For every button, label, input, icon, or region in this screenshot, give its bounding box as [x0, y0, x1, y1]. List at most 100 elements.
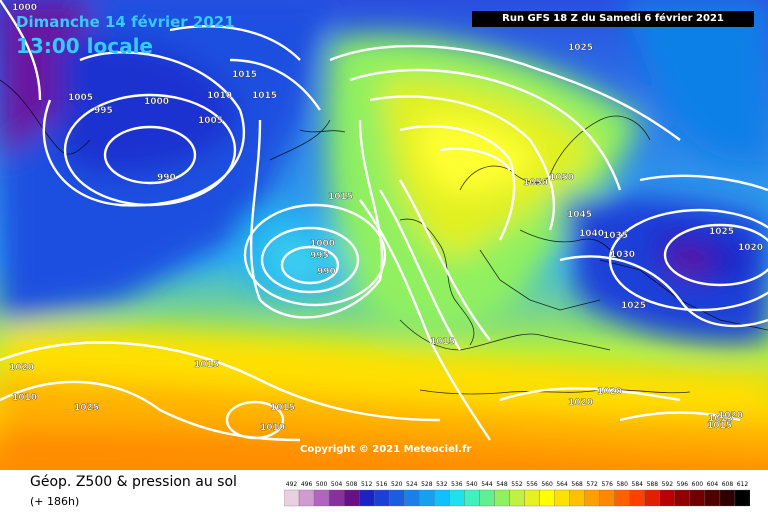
isobar-label: 1020 — [597, 387, 622, 397]
isobar-label: 1030 — [610, 250, 635, 260]
scale-swatch — [359, 489, 375, 507]
scale-swatch — [554, 489, 570, 507]
isobar-label: 1025 — [621, 301, 646, 311]
isobar-label: 990 — [317, 267, 336, 277]
scale-swatch — [629, 489, 645, 507]
scale-swatch — [689, 489, 706, 507]
scale-tick-label: 500 — [316, 481, 328, 488]
scale-swatch — [434, 489, 450, 507]
scale-swatch — [539, 489, 555, 507]
scale-swatch — [704, 489, 721, 507]
scale-tick-label: 600 — [692, 481, 704, 488]
isobar-label: 1015 — [708, 414, 733, 424]
scale-swatch — [614, 489, 630, 507]
scale-swatch — [719, 489, 736, 507]
isobar-label: 1015 — [194, 360, 219, 370]
isobar-label: 1020 — [9, 363, 34, 373]
scale-swatch — [313, 489, 330, 507]
copyright-watermark: Copyright © 2021 Meteociel.fr — [300, 444, 472, 455]
scale-tick-label: 512 — [361, 481, 373, 488]
scale-swatch — [449, 489, 465, 507]
scale-tick-label: 564 — [556, 481, 568, 488]
isobars — [0, 0, 768, 440]
isobar-label: 1010 — [260, 423, 285, 433]
scale-tick-label: 592 — [662, 481, 674, 488]
scale-tick-label: 596 — [677, 481, 689, 488]
scale-swatch — [644, 489, 660, 507]
geopotential-field — [0, 0, 768, 470]
isobar-label: 1025 — [709, 227, 734, 237]
scale-swatch — [734, 489, 750, 507]
scale-swatch — [509, 489, 525, 507]
isobar-label: 1020 — [718, 411, 743, 421]
scale-swatch — [584, 489, 600, 507]
isobar-label: 1005 — [68, 93, 93, 103]
scale-tick-label: 568 — [571, 481, 583, 488]
scale-tick-label: 532 — [436, 481, 448, 488]
scale-swatch — [284, 489, 300, 507]
isobar-label: 1000 — [144, 97, 169, 107]
isobar-label: 1015 — [270, 403, 295, 413]
scale-tick-label: 492 — [286, 481, 298, 488]
isobar-label: 995 — [310, 251, 329, 261]
scale-tick-label: 560 — [541, 481, 553, 488]
isobar-label: 1050 — [523, 178, 548, 188]
isobar-label: 1015 — [328, 192, 353, 202]
scale-swatch — [404, 489, 420, 507]
scale-swatch — [464, 489, 480, 507]
scale-tick-label: 580 — [616, 481, 628, 488]
scale-tick-label: 520 — [391, 481, 403, 488]
isobar-label: 1015 — [252, 91, 277, 101]
scale-tick-label: 528 — [421, 481, 433, 488]
scale-swatch — [374, 489, 390, 507]
scale-tick-label: 584 — [632, 481, 644, 488]
scale-swatch — [674, 489, 691, 507]
scale-swatch — [569, 489, 585, 507]
isobar-label: 1010 — [12, 393, 37, 403]
scale-tick-label: 572 — [586, 481, 598, 488]
scale-swatch — [599, 489, 615, 507]
isobar-label: 1040 — [579, 229, 604, 239]
isobar-label: 1020 — [568, 398, 593, 408]
isobar-label: 1025 — [74, 403, 99, 413]
isobar-label: 1005 — [198, 116, 223, 126]
model-run-label: Run GFS 18 Z du Samedi 6 février 2021 — [472, 11, 754, 27]
isobar-label: 1015 — [430, 337, 455, 347]
isobar-label: 990 — [157, 173, 176, 183]
isobar-label: 1035 — [603, 231, 628, 241]
isobar-label: 1000 — [12, 3, 37, 13]
scale-tick-label: 504 — [331, 481, 343, 488]
isobar-label: 1020 — [738, 243, 763, 253]
scale-tick-label: 588 — [647, 481, 659, 488]
scale-tick-label: 612 — [737, 481, 749, 488]
scale-swatch — [298, 489, 315, 507]
isobar-label: 1015 — [232, 70, 257, 80]
forecast-date: Dimanche 14 février 2021 — [16, 13, 235, 31]
scale-tick-label: 524 — [406, 481, 418, 488]
scale-swatch — [328, 489, 345, 507]
lead-time: (+ 186h) — [30, 495, 80, 508]
scale-tick-label: 540 — [466, 481, 478, 488]
isobar-label: 1045 — [567, 210, 592, 220]
scale-swatch — [343, 489, 360, 507]
scale-swatch — [659, 489, 675, 507]
scale-tick-label: 556 — [526, 481, 538, 488]
scale-tick-label: 496 — [301, 481, 313, 488]
scale-swatch — [389, 489, 405, 507]
scale-tick-label: 576 — [601, 481, 613, 488]
isobar-label: 995 — [94, 106, 113, 116]
scale-swatch — [494, 489, 510, 507]
scale-tick-label: 604 — [707, 481, 719, 488]
scale-swatch — [524, 489, 540, 507]
isobar-label: 1010 — [207, 91, 232, 101]
scale-tick-label: 548 — [496, 481, 508, 488]
product-title: Géop. Z500 & pression au sol — [30, 474, 237, 490]
isobar-label: 1015 — [707, 421, 732, 431]
scale-tick-label: 508 — [346, 481, 358, 488]
isobar-label: 1050 — [549, 173, 574, 183]
color-scale: 492 496 500 504 508 512 516 520 524 528 532 536 540 5… — [284, 481, 750, 507]
scale-tick-label: 608 — [722, 481, 734, 488]
scale-swatch — [419, 489, 435, 507]
